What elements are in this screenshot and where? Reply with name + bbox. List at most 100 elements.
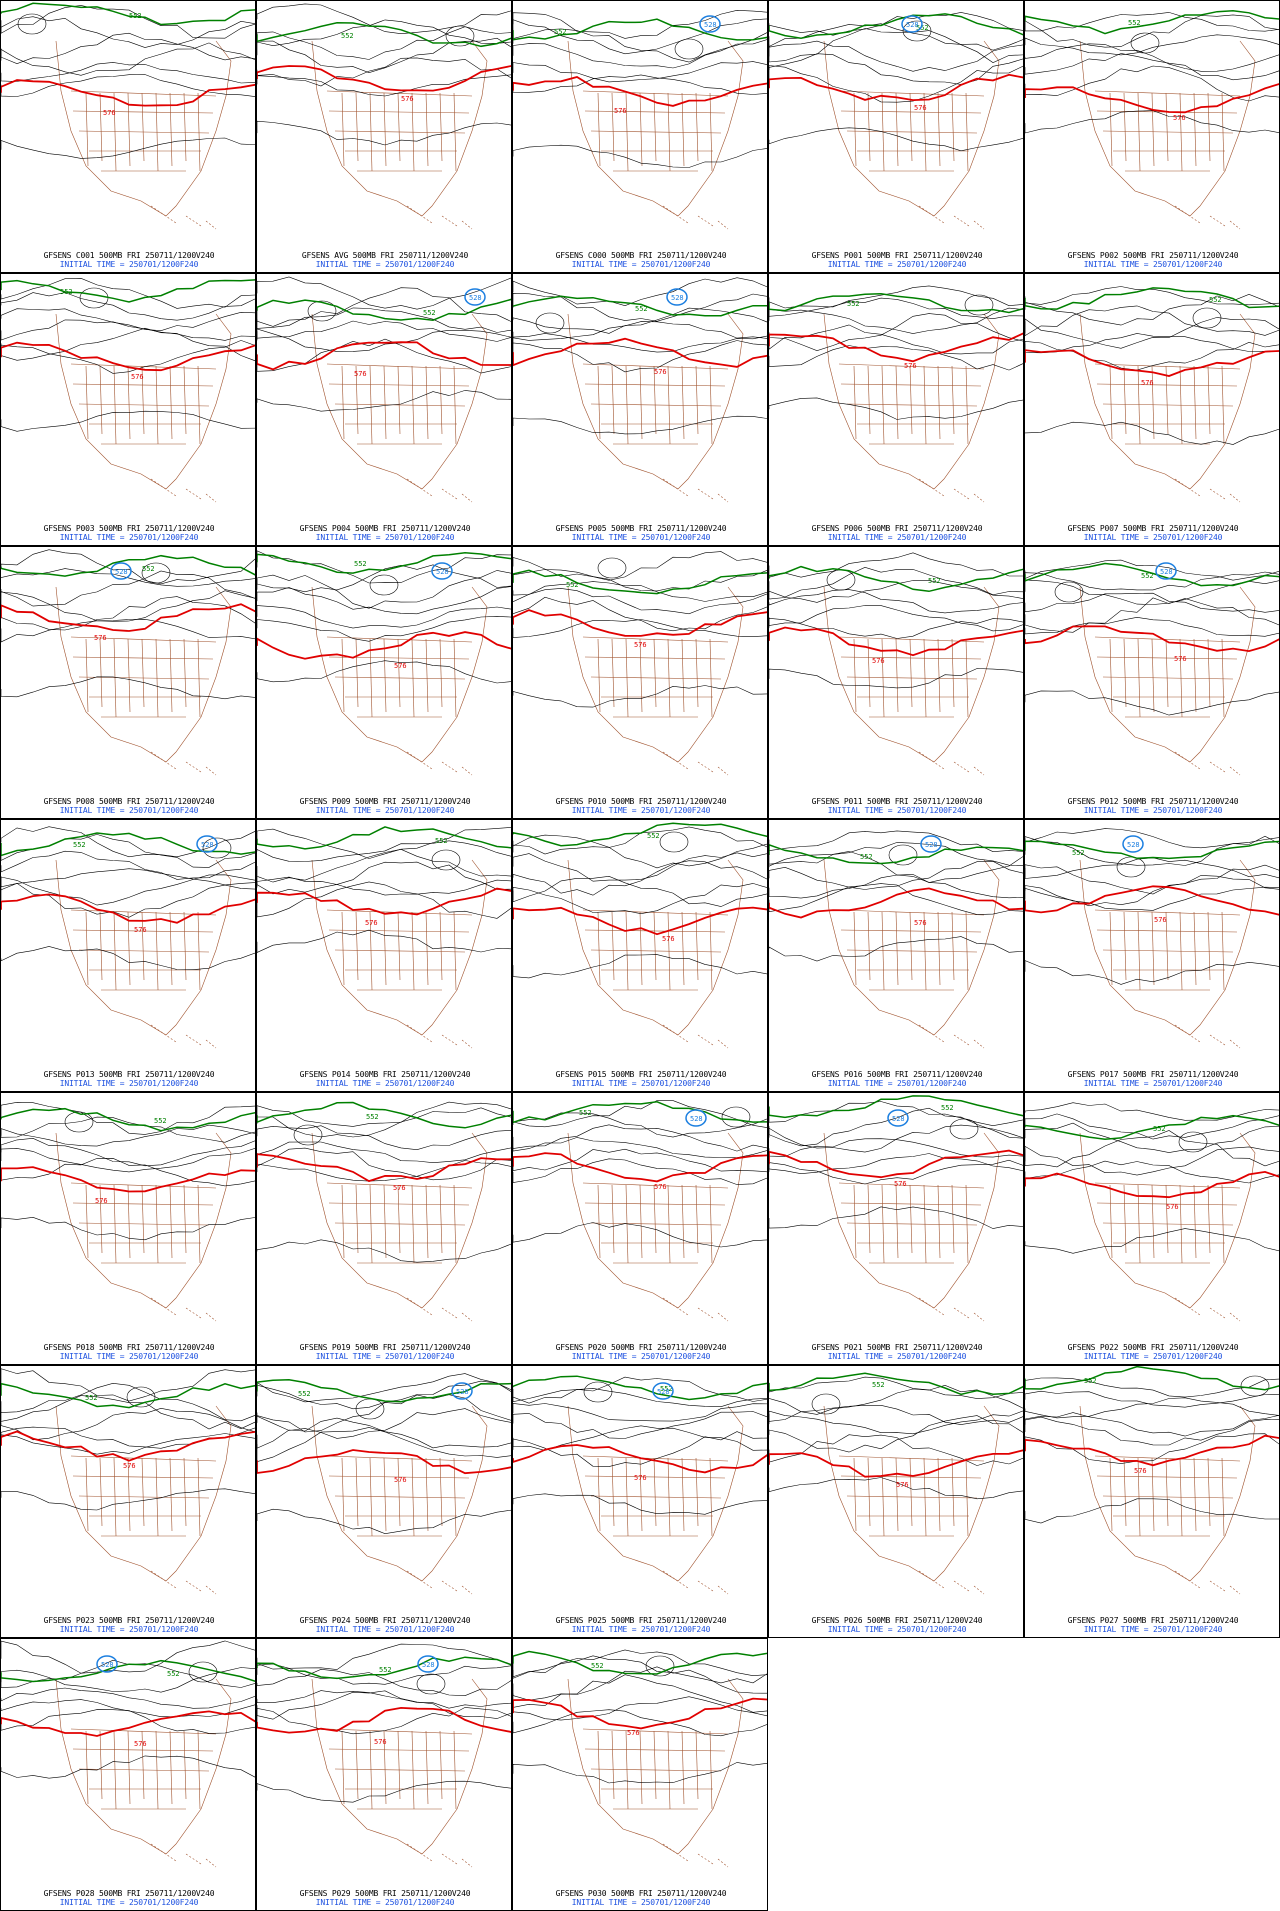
height-contour-map: 552 528 576	[257, 276, 511, 503]
contour-label-528: 528	[115, 568, 128, 576]
north-america-outline	[567, 586, 744, 776]
panel-initial-time: INITIAL TIME = 250701/1200F240	[827, 533, 967, 542]
north-america-outline	[1079, 586, 1256, 776]
panel-title: GFSENS P022 500MB FRI 250711/1200V240	[1067, 1343, 1239, 1352]
north-america-outline	[311, 859, 488, 1049]
black-height-contours	[1, 826, 255, 971]
contour-label-552: 552	[298, 1390, 311, 1398]
panel-initial-time: INITIAL TIME = 250701/1200F240	[59, 533, 199, 542]
contour-528-line	[652, 1382, 674, 1400]
north-america-outline	[55, 1678, 232, 1868]
contour-label-552: 552	[566, 581, 579, 589]
contour-label-576: 576	[134, 1740, 147, 1748]
panel-initial-time: INITIAL TIME = 250701/1200F240	[827, 1625, 967, 1634]
ensemble-member-panel: 552 528 576 GFSENS P020 500MB FRI 250711/12…	[512, 1092, 768, 1365]
contour-label-576: 576	[1174, 655, 1187, 663]
north-america-outline	[311, 313, 488, 503]
height-contour-map: 552 576	[1, 1368, 255, 1595]
contour-528-line	[920, 835, 942, 853]
contour-label-576: 576	[394, 1476, 407, 1484]
contour-576-line	[1025, 349, 1279, 377]
contour-label-552: 552	[85, 1394, 98, 1402]
contour-label-552: 552	[167, 1670, 180, 1678]
panel-title: GFSENS P002 500MB FRI 250711/1200V240	[1067, 251, 1239, 260]
contour-label-552: 552	[142, 565, 155, 573]
height-contour-map: 552 576	[1, 1101, 255, 1322]
contour-576-line	[257, 887, 511, 916]
contour-label-552: 552	[635, 305, 648, 313]
contour-label-576: 576	[365, 919, 378, 927]
panel-title: GFSENS P013 500MB FRI 250711/1200V240	[43, 1070, 215, 1079]
height-contour-map: 552 576	[769, 552, 1023, 776]
contour-552-line	[769, 13, 1023, 39]
contour-label-576: 576	[394, 662, 407, 670]
ensemble-member-panel: 552 576 GFSENS P019 500MB FRI 250711/1200V…	[256, 1092, 512, 1365]
ensemble-member-panel: 552 576 GFSENS P018 500MB FRI 250711/1200V…	[0, 1092, 256, 1365]
contour-label-576: 576	[1134, 1467, 1147, 1475]
north-america-outline	[823, 40, 1000, 230]
panel-initial-time: INITIAL TIME = 250701/1200F240	[571, 1352, 711, 1361]
contour-label-576: 576	[914, 919, 927, 927]
north-america-outline	[311, 1132, 488, 1322]
contour-552-line	[1, 554, 255, 577]
contour-576-line	[1, 341, 255, 372]
height-contour-map: 552 528 576	[1025, 559, 1279, 776]
contour-label-576: 576	[627, 1729, 640, 1737]
contour-label-552: 552	[554, 28, 567, 36]
contour-552-line	[1025, 840, 1279, 860]
contour-528-line	[110, 562, 132, 580]
contour-label-552: 552	[1209, 296, 1222, 304]
panel-initial-time: INITIAL TIME = 250701/1200F240	[315, 1625, 455, 1634]
contour-label-528: 528	[469, 294, 482, 302]
contour-label-528: 528	[925, 841, 938, 849]
contour-552-line	[1025, 1114, 1279, 1140]
black-height-contours	[257, 276, 511, 412]
contour-label-552: 552	[154, 1117, 167, 1125]
contour-576-line	[1025, 83, 1279, 114]
contour-576-line	[513, 337, 767, 368]
north-america-outline	[823, 1405, 1000, 1595]
ensemble-member-panel: 552 528 576 GFSENS P012 500MB FRI 250711/12…	[1024, 546, 1280, 819]
contour-label-528: 528	[704, 21, 717, 29]
contour-label-552: 552	[1141, 572, 1154, 580]
contour-576-line	[769, 887, 1023, 919]
height-contour-map: 552 528 576	[1025, 828, 1279, 1049]
contour-label-552: 552	[941, 1104, 954, 1112]
contour-label-528: 528	[1127, 841, 1140, 849]
contour-label-576: 576	[393, 1184, 406, 1192]
contour-576-line	[257, 1153, 511, 1183]
ensemble-member-panel: 552 528 576 GFSENS P029 500MB FRI 250711/12…	[256, 1638, 512, 1911]
contour-576-line	[769, 1449, 1023, 1478]
contour-576-line	[1025, 885, 1279, 916]
contour-label-552: 552	[60, 288, 73, 296]
panel-initial-time: INITIAL TIME = 250701/1200F240	[59, 1625, 199, 1634]
contour-552-line	[1, 832, 255, 857]
north-america-outline	[55, 1132, 232, 1322]
height-contour-map: 552 528 576	[769, 830, 1023, 1049]
ensemble-member-panel: 552 576 GFSENS P007 500MB FRI 250711/1200V…	[1024, 273, 1280, 546]
height-contour-map: 552 576	[1025, 286, 1279, 503]
contour-label-552: 552	[579, 1109, 592, 1117]
height-contour-map: 552 528 576	[257, 1643, 511, 1868]
contour-label-552: 552	[1128, 19, 1141, 27]
panel-title: GFSENS P012 500MB FRI 250711/1200V240	[1067, 797, 1239, 806]
ensemble-member-panel: 552 528 576 GFSENS P004 500MB FRI 250711/12…	[256, 273, 512, 546]
panel-title: GFSENS P025 500MB FRI 250711/1200V240	[555, 1616, 727, 1625]
panel-title: GFSENS P016 500MB FRI 250711/1200V240	[811, 1070, 983, 1079]
contour-label-576: 576	[131, 373, 144, 381]
panel-title: GFSENS P006 500MB FRI 250711/1200V240	[811, 524, 983, 533]
north-america-outline	[55, 859, 232, 1049]
north-america-outline	[1079, 859, 1256, 1049]
contour-528-line	[1155, 562, 1177, 580]
ensemble-member-panel: 552 528 576 GFSENS P009 500MB FRI 250711/12…	[256, 546, 512, 819]
panel-initial-time: INITIAL TIME = 250701/1200F240	[315, 533, 455, 542]
north-america-outline	[823, 859, 1000, 1049]
black-height-contours	[513, 1100, 767, 1248]
contour-528-line	[685, 1109, 707, 1127]
panel-initial-time: INITIAL TIME = 250701/1200F240	[827, 1352, 967, 1361]
contour-552-line	[769, 292, 1023, 314]
height-contour-map: 552 528 576	[513, 277, 767, 503]
contour-552-line	[257, 551, 511, 574]
contour-label-552: 552	[73, 841, 86, 849]
panel-title: GFSENS P003 500MB FRI 250711/1200V240	[43, 524, 215, 533]
